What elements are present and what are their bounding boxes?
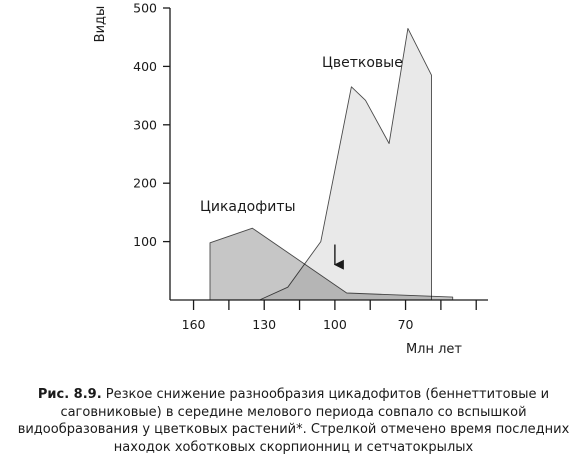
caption-label: Рис. 8.9. xyxy=(37,387,102,402)
y-tick-label: 200 xyxy=(133,176,157,191)
x-tick-label: 70 xyxy=(398,317,414,332)
y-tick-label: 500 xyxy=(133,1,157,16)
x-tick-label: 160 xyxy=(182,317,206,332)
x-tick-label: 130 xyxy=(252,317,276,332)
series-label-angiosperms: Цветковые xyxy=(322,55,403,71)
y-tick-label: 400 xyxy=(133,59,157,74)
x-tick-label: 100 xyxy=(323,317,347,332)
figure-caption: Рис. 8.9. Резкое снижение разнообразия ц… xyxy=(10,386,577,456)
caption-text: Резкое снижение разнообразия цикадофитов… xyxy=(17,387,570,455)
x-axis-title: Млн лет xyxy=(406,342,462,357)
axes-layer: 100 200 300 400 500 160 130 100 70 xyxy=(133,1,488,332)
y-tick-label: 100 xyxy=(133,234,157,249)
y-axis-title: Виды xyxy=(93,6,108,43)
y-tick-label: 300 xyxy=(133,117,157,132)
series-label-cycadophytes: Цикадофиты xyxy=(200,199,296,215)
